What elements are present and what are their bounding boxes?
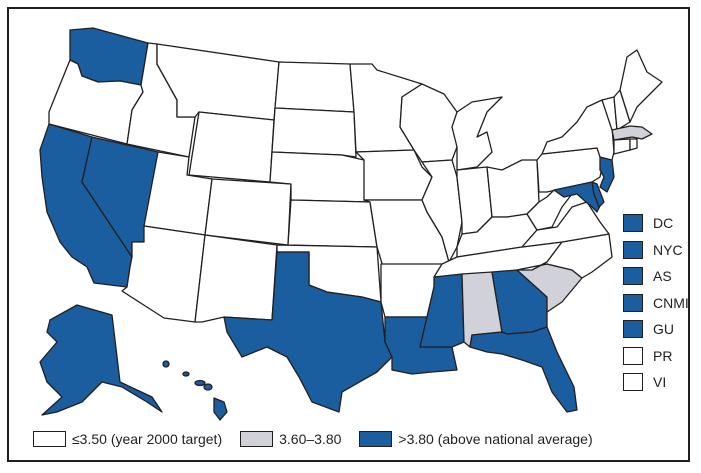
- legend-label-3-60-3-80: 3.60–3.80: [279, 431, 342, 447]
- legend-swatch-gt-3-80: [359, 431, 393, 447]
- territory-pr-label: PR: [653, 347, 673, 364]
- state-ma[interactable]: [611, 125, 653, 141]
- territory-dc-swatch: [623, 214, 643, 233]
- map-frame: DC NYC AS CNMI GU PR VI: [7, 7, 690, 462]
- territory-gu: GU: [623, 316, 689, 343]
- state-nm[interactable]: [194, 234, 278, 323]
- state-wy[interactable]: [188, 111, 275, 183]
- territory-gu-label: GU: [653, 321, 674, 338]
- territory-as-swatch: [623, 267, 643, 286]
- territory-cnmi-label: CNMI: [653, 294, 689, 311]
- state-me[interactable]: [619, 49, 663, 123]
- territory-as: AS: [623, 263, 689, 290]
- territory-pr: PR: [623, 343, 689, 370]
- state-de[interactable]: [591, 181, 605, 208]
- state-oh[interactable]: [486, 159, 540, 218]
- territory-nyc-label: NYC: [653, 241, 683, 258]
- state-nj[interactable]: [599, 156, 615, 193]
- legend-label-gt-3-80: >3.80 (above national average): [398, 431, 593, 447]
- state-tx[interactable]: [223, 251, 393, 413]
- territory-nyc: NYC: [623, 237, 689, 264]
- state-ct[interactable]: [613, 138, 631, 155]
- territory-dc-label: DC: [653, 215, 674, 232]
- state-sd[interactable]: [271, 107, 357, 158]
- state-wi[interactable]: [399, 83, 458, 163]
- territory-gu-swatch: [623, 320, 643, 339]
- legend-swatch-le-3-50: [33, 431, 66, 447]
- us-state-map: [39, 27, 663, 421]
- territories-key: DC NYC AS CNMI GU PR VI: [623, 210, 689, 396]
- state-ks[interactable]: [287, 199, 378, 248]
- territory-as-label: AS: [653, 268, 672, 285]
- state-ri[interactable]: [629, 138, 638, 151]
- state-co[interactable]: [204, 178, 292, 246]
- territory-pr-swatch: [623, 346, 643, 365]
- state-ak[interactable]: [39, 304, 163, 416]
- state-hi[interactable]: [162, 360, 228, 421]
- territory-vi: VI: [623, 369, 689, 396]
- territory-vi-swatch: [623, 373, 643, 392]
- state-nc[interactable]: [516, 233, 613, 279]
- territory-vi-label: VI: [653, 374, 667, 391]
- territory-cnmi: CNMI: [623, 290, 689, 317]
- territory-nyc-swatch: [623, 240, 643, 259]
- state-nd[interactable]: [274, 61, 355, 113]
- legend-label-le-3-50: ≤3.50 (year 2000 target): [72, 431, 223, 447]
- legend-swatch-3-60-3-80: [240, 431, 274, 447]
- map-legend: ≤3.50 (year 2000 target) 3.60–3.80 >3.80…: [33, 431, 611, 447]
- state-mi[interactable]: [451, 96, 503, 171]
- territory-cnmi-swatch: [623, 293, 643, 312]
- state-fl[interactable]: [469, 326, 578, 413]
- territory-dc: DC: [623, 210, 689, 237]
